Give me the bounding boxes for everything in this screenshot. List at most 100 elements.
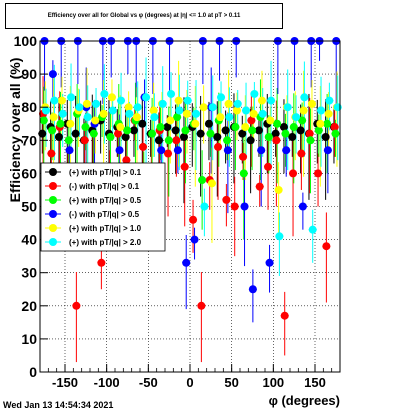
data-point <box>267 96 276 105</box>
data-point <box>257 146 266 155</box>
data-point <box>224 99 233 108</box>
data-point <box>97 258 106 267</box>
data-point <box>238 129 247 138</box>
data-point <box>42 106 51 115</box>
legend-marker <box>49 224 57 232</box>
x-tick-label: 150 <box>304 375 326 390</box>
data-point <box>266 116 275 125</box>
data-point <box>217 93 226 102</box>
data-point <box>258 109 267 118</box>
data-point <box>297 149 306 158</box>
data-point <box>116 123 125 132</box>
data-point <box>49 113 58 122</box>
data-point <box>171 126 180 135</box>
legend-label: (+) with pT/|q| > 0.1 <box>69 168 142 177</box>
data-point <box>254 126 263 135</box>
legend-marker <box>49 210 57 218</box>
data-point <box>39 116 48 125</box>
legend-label: (-) with pT/|q| > 0.5 <box>69 210 140 219</box>
data-point <box>279 123 288 132</box>
data-point <box>322 242 331 251</box>
data-point <box>274 185 283 194</box>
data-point <box>173 146 182 155</box>
data-point <box>48 70 57 79</box>
data-point <box>38 129 47 138</box>
data-point <box>175 106 184 115</box>
data-point <box>71 129 80 138</box>
data-point <box>280 311 289 320</box>
data-point <box>317 106 326 115</box>
data-point <box>100 89 109 98</box>
data-point <box>233 99 242 108</box>
data-point <box>321 132 330 141</box>
y-axis-label: Efficiency over all (%) <box>7 58 23 203</box>
data-point <box>273 119 282 128</box>
data-point <box>307 99 316 108</box>
data-point <box>48 126 57 135</box>
data-point <box>308 225 317 234</box>
data-point <box>264 162 273 171</box>
data-point <box>192 109 201 118</box>
legend-marker <box>49 238 57 246</box>
data-point <box>72 301 81 310</box>
y-tick-label: 10 <box>21 331 37 347</box>
data-point <box>281 129 290 138</box>
data-point <box>108 106 117 115</box>
data-point <box>264 132 273 141</box>
y-tick-label: 50 <box>21 199 37 215</box>
data-point <box>57 96 66 105</box>
data-point <box>83 113 92 122</box>
data-point <box>300 93 309 102</box>
data-point <box>75 103 84 112</box>
data-point <box>225 113 234 122</box>
data-point <box>213 132 222 141</box>
legend-marker <box>49 168 57 176</box>
data-point <box>107 93 116 102</box>
legend-marker <box>49 196 57 204</box>
data-point <box>47 149 56 158</box>
data-point <box>299 106 308 115</box>
data-point <box>289 123 298 132</box>
data-point <box>139 142 148 151</box>
data-point <box>189 215 198 224</box>
legend-label: (+) with pT/|q| > 0.5 <box>69 196 142 205</box>
data-point <box>323 119 332 128</box>
data-point <box>50 96 59 105</box>
data-point <box>180 162 189 171</box>
data-point <box>239 169 248 178</box>
data-point <box>172 136 181 145</box>
data-point <box>282 146 291 155</box>
data-point <box>216 113 225 122</box>
data-point <box>166 116 175 125</box>
data-point <box>163 123 172 132</box>
data-point <box>174 96 183 105</box>
data-point <box>138 119 147 128</box>
data-point <box>56 119 65 128</box>
data-point <box>314 126 323 135</box>
data-point <box>255 182 264 191</box>
data-point <box>289 169 298 178</box>
data-point <box>173 113 182 122</box>
data-point <box>158 99 167 108</box>
data-point <box>54 132 63 141</box>
x-tick-label: -150 <box>52 375 78 390</box>
data-point <box>230 202 239 211</box>
data-point <box>247 116 256 125</box>
data-point <box>124 103 133 112</box>
data-point <box>316 119 325 128</box>
x-tick-label: 100 <box>262 375 284 390</box>
data-point <box>323 146 332 155</box>
data-point <box>331 129 340 138</box>
data-point <box>117 96 126 105</box>
data-point <box>250 89 259 98</box>
x-tick-label: 50 <box>224 375 238 390</box>
data-point <box>164 149 173 158</box>
chart-title: Efficiency over all for Global vs φ (deg… <box>47 13 241 19</box>
data-point <box>222 195 231 204</box>
axis-ticks: -150 -100 -50 0 50 100 150 0 10 20 30 40 50 60 70 80 90 1… <box>14 33 341 390</box>
legend-label: (-) with pT/|q| > 0.1 <box>69 182 140 191</box>
data-point <box>272 136 281 145</box>
data-point <box>150 113 159 122</box>
data-point <box>199 103 208 112</box>
